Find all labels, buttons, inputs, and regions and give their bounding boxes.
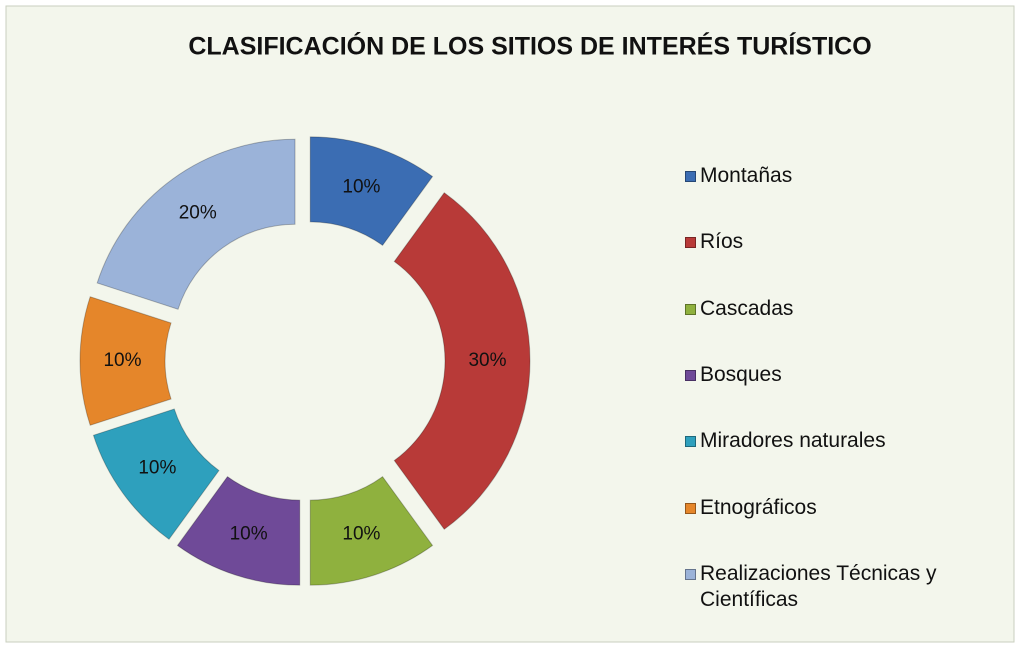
doughnut-segment	[176, 475, 301, 586]
legend-label: Miradores naturales	[700, 429, 886, 453]
legend-item: Miradores naturales	[685, 428, 1005, 454]
legend-swatch	[685, 171, 696, 182]
doughnut-segment	[309, 136, 434, 247]
data-label: 10%	[103, 350, 141, 371]
legend-label: Bosques	[700, 362, 782, 386]
data-label: 10%	[230, 524, 268, 545]
data-label: 10%	[342, 524, 380, 545]
doughnut-segment	[309, 475, 434, 586]
data-label: 20%	[179, 202, 217, 223]
legend-swatch	[685, 568, 696, 580]
doughnut-segment	[96, 138, 296, 310]
data-label: 10%	[342, 176, 380, 197]
legend-item: Ríos	[685, 229, 1005, 255]
legend-label: Realizaciones Técnicas y Científicas	[700, 561, 937, 611]
legend-item: Realizaciones Técnicas y Científicas	[685, 561, 1005, 613]
legend-swatch	[685, 237, 696, 249]
data-label: 30%	[468, 350, 506, 371]
doughnut-segment	[92, 408, 220, 540]
legend-item: Etnográficos	[685, 495, 1005, 521]
legend-label: Etnográficos	[700, 495, 817, 519]
legend-item: Bosques	[685, 362, 1005, 388]
legend-label: Montañas	[700, 164, 793, 187]
doughnut-segment	[393, 192, 531, 530]
data-label: 10%	[138, 457, 176, 478]
chart-title: CLASIFICACIÓN DE LOS SITIOS DE INTERÉS T…	[188, 31, 871, 61]
legend-swatch	[685, 436, 696, 448]
legend-label: Cascadas	[700, 296, 794, 320]
legend-swatch	[685, 303, 696, 315]
legend-label: Ríos	[700, 230, 744, 254]
legend-swatch	[685, 502, 696, 514]
legend-swatch	[685, 369, 696, 381]
legend-item: Montañas	[685, 163, 1005, 189]
legend-item: Cascadas	[685, 296, 1005, 322]
doughnut-segment	[79, 296, 172, 426]
